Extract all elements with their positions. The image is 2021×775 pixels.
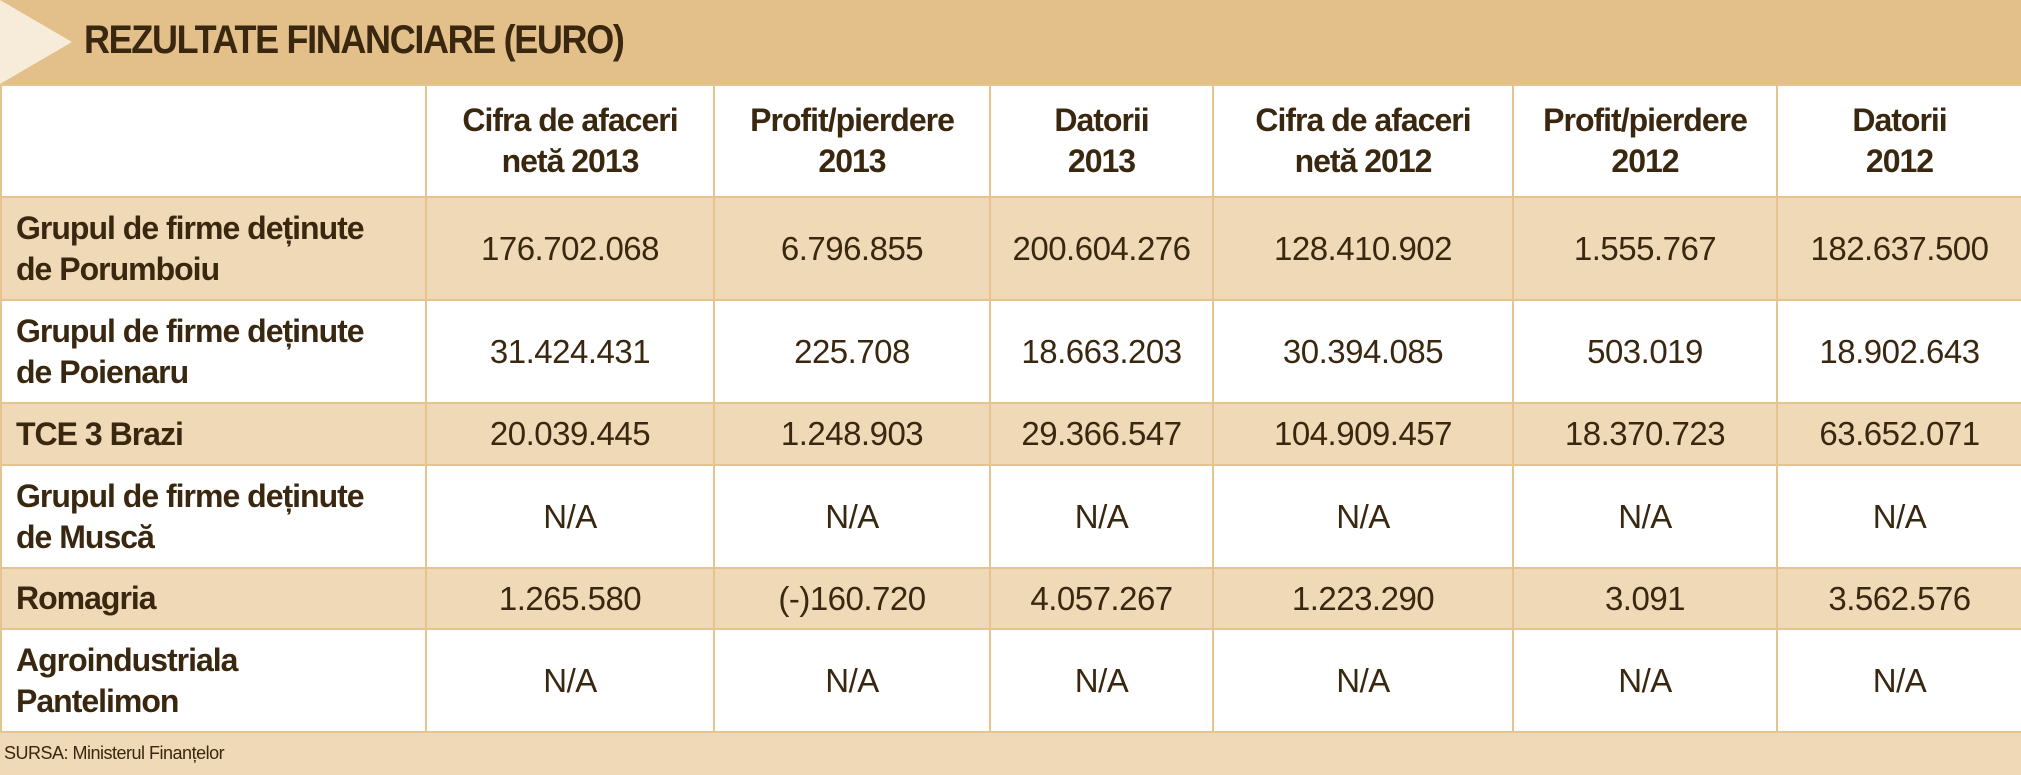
label-line: Grupul de firme deținute — [16, 477, 365, 514]
value-cell: 225.708 — [713, 299, 991, 404]
source: SURSA: Ministerul Finanțelor — [4, 743, 225, 763]
data-row: Grupul de firme deținute de Poienaru 31.42… — [0, 299, 2021, 404]
value-cell: 30.394.085 — [1212, 299, 1514, 404]
value-cell: N/A — [1512, 628, 1778, 733]
value-cell: 176.702.068 — [425, 196, 715, 301]
value-cell: N/A — [1212, 628, 1514, 733]
header-line: Profit/pierdere — [750, 102, 955, 138]
column-header: Cifra de afaceri netă 2012 — [1212, 84, 1514, 198]
label-line: TCE 3 Brazi — [16, 415, 184, 452]
column-header: Profit/pierdere 2012 — [1512, 84, 1778, 198]
row-label: Grupul de firme deținute de Muscă — [0, 464, 427, 569]
value-cell: 1.223.290 — [1212, 567, 1514, 630]
header-line: netă 2013 — [501, 143, 640, 179]
value-cell: N/A — [713, 628, 991, 733]
row-label: Grupul de firme deținute de Poienaru — [0, 299, 427, 404]
financial-table: Cifra de afaceri netă 2013 Profit/pierdere… — [0, 84, 2021, 733]
footer: SURSA: Ministerul Finanțelor — [0, 731, 2021, 775]
value-cell: 1.265.580 — [425, 567, 715, 630]
header-line: Profit/pierdere — [1543, 102, 1748, 138]
header-line: netă 2012 — [1294, 143, 1433, 179]
label-line: Romagria — [16, 580, 157, 616]
value-cell: 104.909.457 — [1212, 402, 1514, 466]
value-cell: 3.091 — [1512, 567, 1778, 630]
value-cell: 6.796.855 — [713, 196, 991, 301]
value-cell: 63.652.071 — [1776, 402, 2021, 466]
header-line: Cifra de afaceri — [1255, 102, 1471, 138]
corner-cell — [0, 84, 427, 198]
value-cell: N/A — [713, 464, 991, 569]
value-cell: N/A — [1212, 464, 1514, 569]
label-line: Grupul de firme deținute — [16, 209, 365, 246]
value-cell: 31.424.431 — [425, 299, 715, 404]
header-line: Datorii — [1852, 102, 1947, 138]
value-cell: N/A — [1512, 464, 1778, 569]
data-row: Romagria 1.265.580 (-)160.720 4.057.267 1.22… — [0, 567, 2021, 630]
value-cell: (-)160.720 — [713, 567, 991, 630]
label-line: de Porumboiu — [16, 250, 220, 287]
value-cell: 3.562.576 — [1776, 567, 2021, 630]
value-cell: 29.366.547 — [989, 402, 1214, 466]
value-cell: 4.057.267 — [989, 567, 1214, 630]
value-cell: N/A — [425, 628, 715, 733]
value-cell: 1.248.903 — [713, 402, 991, 466]
row-label: Grupul de firme deținute de Porumboiu — [0, 196, 427, 301]
value-cell: 1.555.767 — [1512, 196, 1778, 301]
column-header: Datorii 2012 — [1776, 84, 2021, 198]
data-row: Agroindustriala Pantelimon N/A N/A N/A N/A N/A… — [0, 628, 2021, 733]
data-row: TCE 3 Brazi 20.039.445 1.248.903 29.366.547… — [0, 402, 2021, 466]
data-row: Grupul de firme deținute de Porumboiu 176.… — [0, 196, 2021, 301]
label-line: de Poienaru — [16, 353, 189, 390]
label-line: Grupul de firme deținute — [16, 312, 365, 349]
value-cell: 503.019 — [1512, 299, 1778, 404]
value-cell: N/A — [1776, 464, 2021, 569]
column-header: Datorii 2013 — [989, 84, 1214, 198]
header-line: 2012 — [1611, 143, 1679, 179]
label-line: Agroindustriala — [16, 641, 238, 678]
row-label: TCE 3 Brazi — [0, 402, 427, 466]
header-row: Cifra de afaceri netă 2013 Profit/pierdere… — [0, 84, 2021, 198]
column-header: Profit/pierdere 2013 — [713, 84, 991, 198]
value-cell: N/A — [425, 464, 715, 569]
header-line: 2013 — [1067, 143, 1136, 179]
label-line: de Muscă — [16, 518, 155, 555]
value-cell: 18.663.203 — [989, 299, 1214, 404]
title: REZULTATE FINANCIARE (EURO) — [84, 18, 625, 62]
value-cell: N/A — [1776, 628, 2021, 733]
value-cell: N/A — [989, 628, 1214, 733]
header-line: Cifra de afaceri — [462, 102, 678, 138]
header-line: 2012 — [1865, 143, 1934, 179]
label-line: Pantelimon — [16, 682, 179, 719]
row-label: Agroindustriala Pantelimon — [0, 628, 427, 733]
data-row: Grupul de firme deținute de Muscă N/A N/A N/… — [0, 464, 2021, 569]
title-bar: REZULTATE FINANCIARE (EURO) — [0, 0, 2021, 84]
value-cell: N/A — [989, 464, 1214, 569]
row-label: Romagria — [0, 567, 427, 630]
column-header: Cifra de afaceri netă 2013 — [425, 84, 715, 198]
value-cell: 20.039.445 — [425, 402, 715, 466]
header-line: 2013 — [818, 143, 886, 179]
value-cell: 128.410.902 — [1212, 196, 1514, 301]
value-cell: 200.604.276 — [989, 196, 1214, 301]
value-cell: 18.370.723 — [1512, 402, 1778, 466]
value-cell: 18.902.643 — [1776, 299, 2021, 404]
header-line: Datorii — [1054, 102, 1149, 138]
value-cell: 182.637.500 — [1776, 196, 2021, 301]
title-arrow — [0, 0, 72, 84]
